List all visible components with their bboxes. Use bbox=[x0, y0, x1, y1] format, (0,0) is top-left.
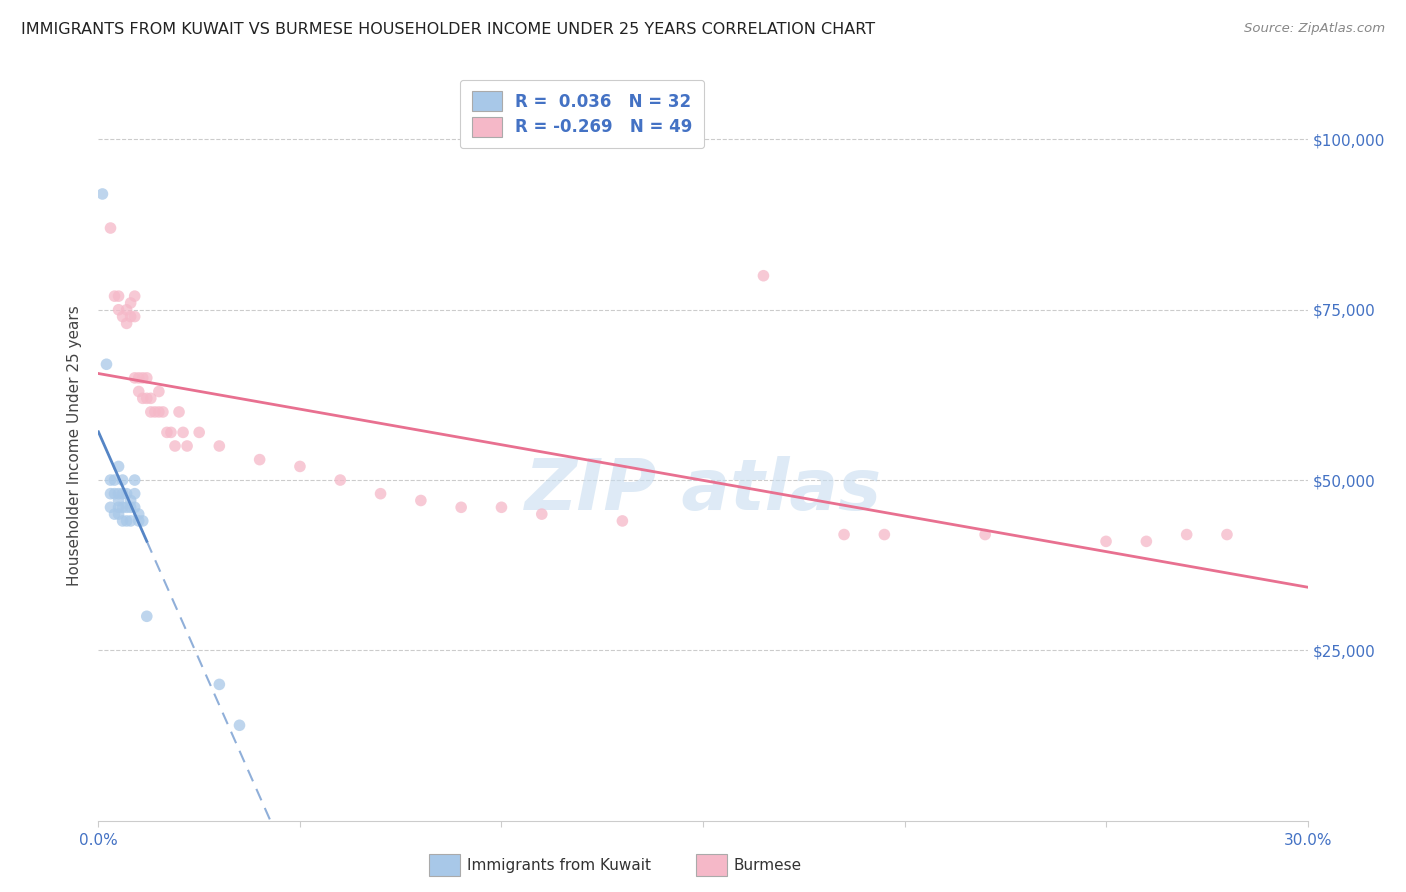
Point bbox=[124, 473, 146, 487]
Point bbox=[111, 486, 134, 500]
Point bbox=[96, 357, 118, 371]
Point bbox=[152, 405, 174, 419]
Point bbox=[128, 514, 150, 528]
Point bbox=[128, 384, 150, 399]
Point bbox=[409, 493, 432, 508]
Point bbox=[115, 500, 138, 515]
Point bbox=[135, 392, 157, 406]
Point bbox=[139, 405, 162, 419]
Point bbox=[111, 473, 134, 487]
Point bbox=[167, 405, 190, 419]
Text: Burmese: Burmese bbox=[734, 858, 801, 872]
Point bbox=[1135, 534, 1157, 549]
Point bbox=[107, 459, 129, 474]
Point bbox=[124, 500, 146, 515]
Point bbox=[143, 405, 166, 419]
Point bbox=[91, 186, 114, 201]
Point bbox=[148, 384, 170, 399]
Point bbox=[148, 405, 170, 419]
Point bbox=[249, 452, 271, 467]
Point bbox=[107, 500, 129, 515]
Point bbox=[111, 310, 134, 324]
Point bbox=[124, 310, 146, 324]
Point bbox=[100, 473, 122, 487]
Legend: R =  0.036   N = 32, R = -0.269   N = 49: R = 0.036 N = 32, R = -0.269 N = 49 bbox=[460, 79, 704, 148]
Point bbox=[107, 507, 129, 521]
Point bbox=[132, 514, 155, 528]
Point bbox=[370, 486, 392, 500]
Point bbox=[163, 439, 186, 453]
Point bbox=[103, 486, 125, 500]
Point bbox=[208, 439, 231, 453]
Point bbox=[288, 459, 311, 474]
Text: Immigrants from Kuwait: Immigrants from Kuwait bbox=[467, 858, 651, 872]
Point bbox=[107, 302, 129, 317]
Point bbox=[115, 317, 138, 331]
Point bbox=[111, 500, 134, 515]
Point bbox=[107, 486, 129, 500]
Point bbox=[208, 677, 231, 691]
Point bbox=[124, 371, 146, 385]
Text: Source: ZipAtlas.com: Source: ZipAtlas.com bbox=[1244, 22, 1385, 36]
Point bbox=[132, 371, 155, 385]
Point bbox=[124, 486, 146, 500]
Point bbox=[107, 289, 129, 303]
Text: ZIP atlas: ZIP atlas bbox=[524, 457, 882, 525]
Point bbox=[176, 439, 198, 453]
Point bbox=[1095, 534, 1118, 549]
Point bbox=[172, 425, 194, 440]
Point bbox=[1175, 527, 1198, 541]
Point bbox=[128, 371, 150, 385]
Point bbox=[156, 425, 179, 440]
Point bbox=[139, 392, 162, 406]
Point bbox=[107, 493, 129, 508]
Text: IMMIGRANTS FROM KUWAIT VS BURMESE HOUSEHOLDER INCOME UNDER 25 YEARS CORRELATION : IMMIGRANTS FROM KUWAIT VS BURMESE HOUSEH… bbox=[21, 22, 875, 37]
Point bbox=[103, 473, 125, 487]
Y-axis label: Householder Income Under 25 years: Householder Income Under 25 years bbox=[67, 306, 83, 586]
Point bbox=[120, 310, 142, 324]
Point bbox=[188, 425, 211, 440]
Point bbox=[115, 302, 138, 317]
Point bbox=[100, 500, 122, 515]
Point bbox=[120, 500, 142, 515]
Point bbox=[135, 609, 157, 624]
Point bbox=[100, 486, 122, 500]
Point bbox=[491, 500, 513, 515]
Point bbox=[752, 268, 775, 283]
Point bbox=[124, 289, 146, 303]
Point bbox=[111, 514, 134, 528]
Point bbox=[132, 392, 155, 406]
Point bbox=[329, 473, 352, 487]
Point bbox=[873, 527, 896, 541]
Bar bbox=[429, 854, 460, 876]
Point bbox=[103, 507, 125, 521]
Point bbox=[115, 514, 138, 528]
Point bbox=[160, 425, 183, 440]
Point bbox=[103, 289, 125, 303]
Point bbox=[135, 371, 157, 385]
Point bbox=[450, 500, 472, 515]
Point bbox=[115, 486, 138, 500]
Point bbox=[832, 527, 855, 541]
Bar bbox=[696, 854, 727, 876]
Point bbox=[530, 507, 553, 521]
Point bbox=[128, 507, 150, 521]
Point bbox=[974, 527, 997, 541]
Point bbox=[612, 514, 634, 528]
Point bbox=[100, 221, 122, 235]
Point bbox=[120, 296, 142, 310]
Point bbox=[120, 514, 142, 528]
Point bbox=[1216, 527, 1239, 541]
Point bbox=[120, 493, 142, 508]
Point bbox=[228, 718, 250, 732]
